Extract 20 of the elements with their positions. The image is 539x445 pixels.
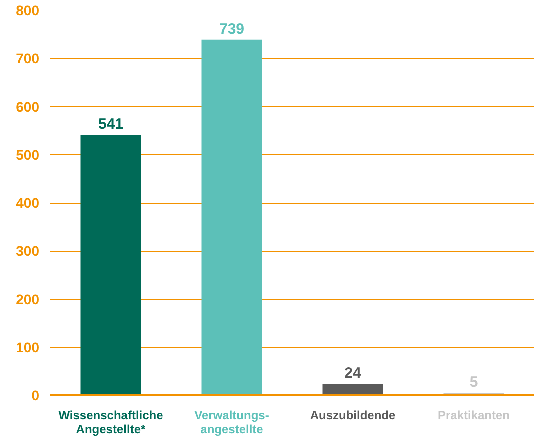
bar (322, 384, 384, 396)
y-tick-label: 0 (32, 388, 40, 404)
y-tick-label: 200 (16, 291, 40, 308)
y-tick-label: 800 (16, 2, 40, 18)
y-tick-label: 100 (16, 339, 40, 356)
y-tick-label: 700 (16, 50, 40, 67)
x-tick-label: Wissenschaftliche Angestellte* (58, 408, 164, 436)
y-tick-label: 500 (16, 146, 40, 163)
x-tick-label: Verwaltungs- angestellte (194, 408, 270, 436)
y-tick-label: 300 (16, 243, 40, 260)
data-label: 24 (344, 364, 362, 382)
data-label: 541 (98, 116, 124, 134)
data-label: 5 (470, 374, 478, 392)
y-tick-label: 400 (16, 195, 40, 211)
bar (80, 135, 142, 396)
bar (202, 40, 262, 396)
x-tick-label: Praktikanten (438, 408, 510, 422)
y-tick-label: 600 (16, 98, 40, 115)
data-label: 739 (219, 20, 245, 38)
x-tick-label: Auszubildende (310, 408, 396, 422)
